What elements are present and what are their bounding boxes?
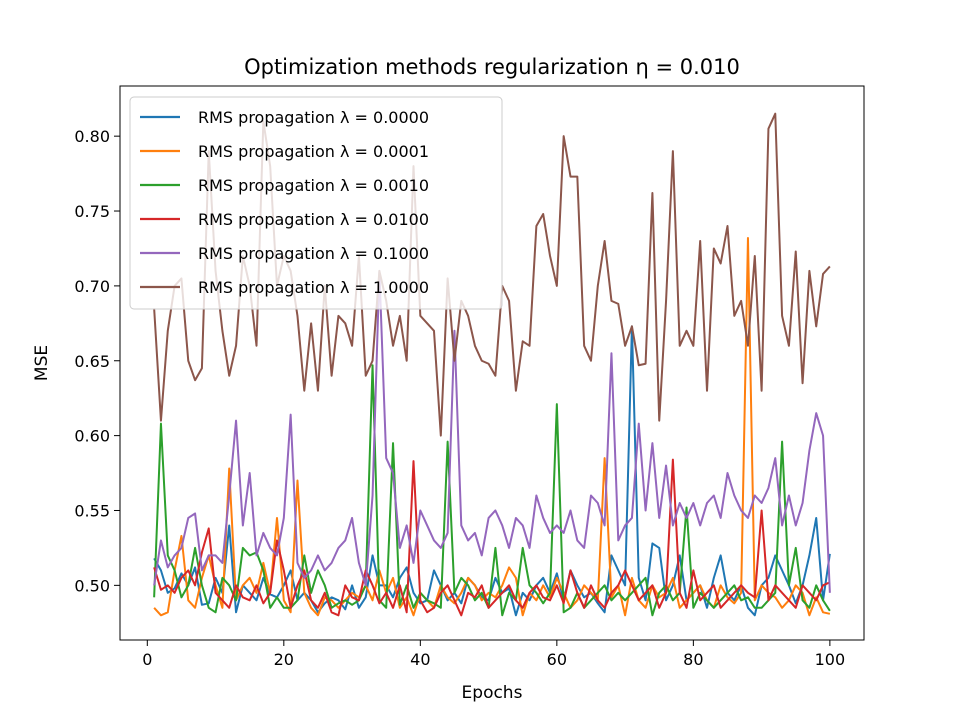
series-line-3 (153, 458, 831, 617)
y-tick-label: 0.70 (74, 277, 110, 296)
legend-label-3: RMS propagation λ = 0.0100 (198, 210, 429, 229)
y-tick-label: 0.65 (74, 352, 110, 371)
y-axis: 0.50 0.55 0.60 0.65 0.70 0.75 0.80 (74, 127, 120, 595)
legend: RMS propagation λ = 0.0000 RMS propagatio… (129, 96, 503, 310)
legend-box (129, 96, 503, 310)
plot-area (119, 85, 865, 641)
y-axis-label: MSE (32, 345, 52, 381)
series-line-2 (153, 364, 831, 617)
legend-label-5: RMS propagation λ = 1.0000 (198, 278, 429, 297)
legend-label-2: RMS propagation λ = 0.0010 (198, 176, 429, 195)
y-tick-label: 0.50 (74, 576, 110, 595)
x-tick-label: 0 (142, 650, 152, 669)
legend-label-1: RMS propagation λ = 0.0001 (198, 142, 429, 161)
legend-label-4: RMS propagation λ = 0.1000 (198, 244, 429, 263)
chart-title: Optimization methods regularization η = … (244, 55, 740, 79)
x-tick-label: 40 (410, 650, 430, 669)
x-tick-label: 80 (683, 650, 703, 669)
y-tick-label: 0.60 (74, 427, 110, 446)
y-tick-label: 0.80 (74, 127, 110, 146)
legend-label-0: RMS propagation λ = 0.0000 (198, 108, 429, 127)
series-line-4 (153, 269, 831, 593)
x-tick-label: 100 (815, 650, 846, 669)
x-tick-label: 60 (547, 650, 567, 669)
y-tick-label: 0.75 (74, 202, 110, 221)
x-axis: 0 20 40 60 80 100 (142, 640, 845, 669)
y-tick-label: 0.55 (74, 501, 110, 520)
legend-entries: RMS propagation λ = 0.0000 RMS propagatio… (140, 108, 429, 297)
x-tick-label: 20 (274, 650, 294, 669)
x-axis-label: Epochs (462, 683, 523, 703)
